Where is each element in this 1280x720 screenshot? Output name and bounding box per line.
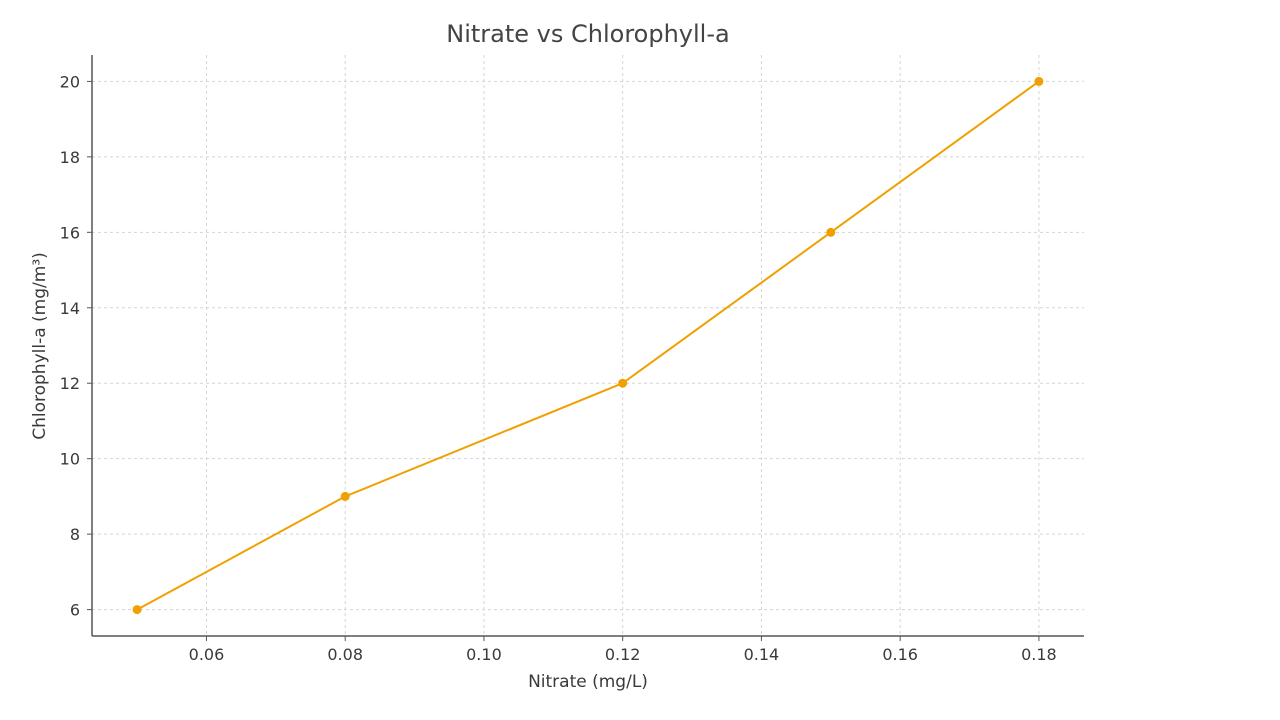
x-axis-title: Nitrate (mg/L) [528,672,648,692]
data-point [340,491,350,501]
y-axis-title: Chlorophyll-a (mg/m³) [30,252,50,440]
x-tick-label: 0.08 [327,645,363,664]
series-layer [132,76,1044,615]
data-point [826,227,836,237]
series-line [136,80,1040,611]
x-tick-label: 0.14 [744,645,780,664]
x-tick-label: 0.16 [882,645,918,664]
y-tick-label: 18 [60,148,80,167]
axes [87,55,1084,641]
y-tick-label: 8 [70,525,80,544]
tick-labels: 0.06 0.08 0.10 0.12 0.14 0.16 0.18 6 8 10 12 14 16 18… [60,72,1057,664]
y-tick-label: 6 [70,601,80,620]
data-point [618,378,628,388]
x-tick-label: 0.06 [189,645,225,664]
x-tick-label: 0.12 [605,645,641,664]
y-tick-label: 10 [60,450,80,469]
x-tick-label: 0.18 [1021,645,1057,664]
y-tick-label: 20 [60,72,80,91]
y-tick-label: 12 [60,374,80,393]
y-tick-label: 14 [60,299,80,318]
x-tick-label: 0.10 [466,645,502,664]
chart-title: Nitrate vs Chlorophyll-a [446,20,729,48]
y-tick-label: 16 [60,223,80,242]
data-point [132,605,142,615]
gridlines [92,55,1084,636]
data-point [1034,76,1044,86]
